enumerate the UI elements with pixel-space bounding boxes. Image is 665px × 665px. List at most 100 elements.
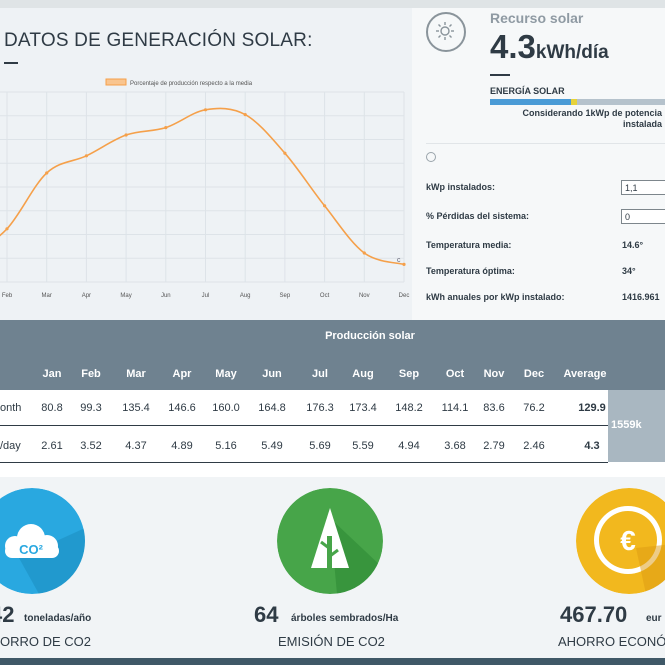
table-cell: 114.1 — [441, 402, 469, 414]
panel-separator — [426, 143, 665, 144]
table-cell: 5.69 — [309, 440, 331, 452]
table-cell: 129.9 — [578, 402, 606, 414]
column-header: Apr — [172, 368, 192, 380]
trees-number: 64 — [254, 602, 279, 627]
legend-label: Porcentaje de producción respecto a la m… — [130, 81, 253, 87]
column-header: Feb — [81, 368, 101, 380]
energia-solar-bar-fill — [490, 99, 573, 105]
x-tick-label: Sep — [280, 293, 291, 299]
table-cell: 99.3 — [80, 402, 102, 414]
energia-solar-label: ENERGÍA SOLAR — [490, 86, 565, 96]
column-header: May — [215, 368, 237, 380]
table-cell: 76.2 — [523, 402, 545, 414]
column-header: Oct — [445, 368, 465, 380]
kwh-anuales-label: kWh anuales por kWp instalado: — [426, 292, 565, 302]
row-label: /day — [0, 440, 21, 452]
savings-unit: eur — [646, 613, 662, 624]
data-point — [124, 133, 128, 137]
trees-unit: árboles sembrados/Ha — [291, 613, 399, 624]
row-label: onth — [0, 402, 22, 414]
perdidas-input[interactable] — [621, 209, 665, 224]
table-cell: 83.6 — [483, 402, 505, 414]
table-cell: 146.6 — [168, 402, 196, 414]
column-header: Aug — [352, 368, 374, 380]
title-underline — [4, 62, 18, 64]
recurso-value-unit: kWh/día — [535, 42, 609, 63]
euro-coin-icon: € — [576, 488, 665, 594]
total-box — [608, 390, 665, 462]
table-cell: 135.4 — [122, 402, 150, 414]
table-cell: 4.89 — [171, 440, 193, 452]
column-header: Jul — [312, 368, 328, 380]
temp-media-label: Temperatura media: — [426, 240, 512, 250]
x-tick-label: May — [120, 293, 131, 299]
column-header: Mar — [126, 368, 146, 380]
table-cell: 160.0 — [212, 402, 240, 414]
data-point — [243, 113, 247, 117]
recurso-solar-label: Recurso solar — [490, 10, 584, 26]
x-tick-label: Apr — [82, 293, 91, 299]
column-header: Sep — [398, 368, 420, 380]
recurso-solar-value: 4.3kWh/día — [490, 28, 609, 66]
x-tick-label: Mar — [42, 293, 52, 299]
euro-icon-text: € — [620, 525, 636, 556]
row-divider — [0, 462, 608, 463]
settings-dot-icon — [426, 152, 436, 162]
chart-right-marker: c — [397, 257, 401, 264]
tree-icon — [277, 488, 383, 594]
data-point — [323, 204, 327, 208]
table-cell: 148.2 — [395, 402, 423, 414]
x-tick-label: Jun — [161, 293, 171, 299]
data-point — [84, 154, 88, 158]
production-chart: Porcentaje de producción respecto a la m… — [0, 78, 410, 299]
temp-optima-value: 34° — [622, 266, 636, 276]
table-cell: 4.3 — [584, 440, 600, 452]
x-tick-label: Oct — [320, 293, 330, 299]
kwh-anuales-value: 1416.961 — [622, 292, 660, 302]
savings-label: AHORRO ECONÓ — [558, 634, 665, 649]
data-point — [45, 171, 49, 175]
co2-unit: toneladas/año — [24, 613, 92, 624]
page-title: DATOS DE GENERACIÓN SOLAR: — [4, 30, 313, 51]
footer-bar — [0, 658, 665, 665]
production-title: Producción solar — [325, 330, 415, 342]
kwp-input[interactable] — [621, 180, 665, 195]
column-header: Jan — [42, 368, 62, 380]
kwp-label: kWp instalados: — [426, 182, 496, 192]
legend-swatch — [105, 78, 127, 86]
column-header: Jun — [262, 368, 282, 380]
table-header — [0, 320, 665, 390]
total-value: 1559k — [611, 419, 642, 431]
column-header: Average — [563, 368, 607, 380]
co2-icon-text: CO² — [19, 542, 44, 557]
table-cell: 2.46 — [523, 440, 545, 452]
energia-solar-bar — [490, 99, 665, 105]
co2-cloud-icon: CO² — [0, 488, 85, 594]
table-cell: 80.8 — [41, 402, 63, 414]
x-tick-label: Dec — [399, 293, 410, 299]
row-divider — [0, 425, 608, 426]
table-cell: 5.59 — [352, 440, 374, 452]
data-point — [362, 251, 366, 255]
table-cell: 4.37 — [125, 440, 147, 452]
data-point — [5, 227, 9, 231]
co2-number: 42 — [0, 602, 15, 627]
data-point — [402, 262, 406, 266]
x-tick-label: Nov — [359, 293, 370, 299]
table-cell: 4.94 — [398, 440, 420, 452]
table-cell: 164.8 — [258, 402, 286, 414]
table-cell: 5.16 — [215, 440, 237, 452]
sun-icon — [426, 12, 466, 52]
table-cell: 2.61 — [41, 440, 63, 452]
table-cell: 3.52 — [80, 440, 102, 452]
table-cell: 176.3 — [306, 402, 334, 414]
right-panel — [412, 8, 665, 320]
x-tick-label: Aug — [240, 293, 251, 299]
column-header: Dec — [523, 368, 545, 380]
x-tick-label: Feb — [2, 293, 13, 299]
energia-solar-bar-marker — [571, 99, 577, 105]
perdidas-label: % Pérdidas del sistema: — [426, 211, 530, 221]
temp-optima-label: Temperatura óptima: — [426, 266, 515, 276]
table-cell: 5.49 — [261, 440, 283, 452]
series-line — [0, 107, 405, 266]
